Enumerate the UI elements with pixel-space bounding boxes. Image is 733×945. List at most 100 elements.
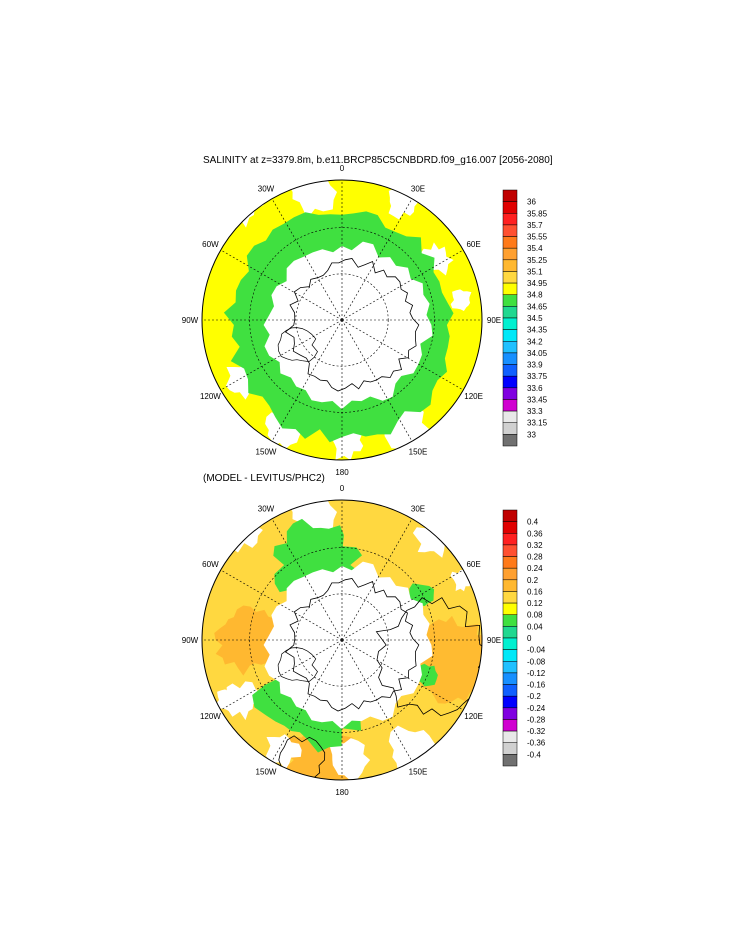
top-lon-label: 30E <box>411 184 425 193</box>
top-meridian <box>341 319 413 442</box>
bottom-colorbar-label: -0.12 <box>527 669 546 678</box>
top-colorbar-label: 36 <box>527 198 536 207</box>
bottom-lon-label: 120W <box>200 712 221 721</box>
top-colorbar-label: 34.95 <box>527 279 548 288</box>
top-colorbar-label: 33.15 <box>527 419 548 428</box>
bottom-missing-region <box>215 689 237 711</box>
bottom-meridian <box>341 639 413 762</box>
bottom-colorbar-label: 0.4 <box>527 518 539 527</box>
top-map-border <box>201 179 483 461</box>
bottom-colorbar-label: 0.2 <box>527 576 539 585</box>
bottom-lon-label: 120E <box>464 712 483 721</box>
top-continent-mask <box>263 241 433 410</box>
bottom-colorbar-label: -0.28 <box>527 716 546 725</box>
bottom-meridian <box>341 639 464 711</box>
top-colorbar-swatch <box>502 434 518 447</box>
bottom-colorbar-label: -0.32 <box>527 727 546 736</box>
bottom-anomaly-patch <box>214 605 281 676</box>
bottom-missing-region <box>265 734 302 770</box>
bottom-colorbar-swatch <box>502 754 518 767</box>
bottom-colorbar-label: -0.04 <box>527 646 546 655</box>
top-colorbar-label: 34.8 <box>527 291 543 300</box>
bottom-green-patch <box>409 583 435 607</box>
top-lon-label: 120W <box>200 392 221 401</box>
bottom-meridian <box>341 569 464 641</box>
top-colorbar-label: 33.75 <box>527 372 548 381</box>
bottom-colorbar-swatch <box>502 591 518 604</box>
top-antarctica-coast <box>284 258 420 392</box>
bottom-green-patch <box>415 663 438 687</box>
bottom-lon-label: 150E <box>409 768 428 777</box>
bottom-colorbar-label: -0.36 <box>527 739 546 748</box>
bottom-colorbar-label: 0.16 <box>527 588 543 597</box>
bottom-colorbar-swatch <box>502 509 518 522</box>
bottom-colorbar-label: 0 <box>527 634 532 643</box>
top-colorbar-label: 33.9 <box>527 361 543 370</box>
top-lon-label: 30W <box>258 184 275 193</box>
bottom-peninsula-coast <box>277 647 318 682</box>
bottom-colorbar-swatch <box>502 521 518 534</box>
bottom-colorbar-label: 0.32 <box>527 541 543 550</box>
bottom-meridian <box>271 639 343 762</box>
top-meridian <box>341 249 464 321</box>
bottom-colorbar-swatch <box>502 672 518 685</box>
top-meridian <box>220 249 343 321</box>
bottom-colorbar-swatch <box>502 661 518 674</box>
top-lon-label: 90E <box>487 316 501 325</box>
top-colorbar-label: 35.7 <box>527 221 543 230</box>
bottom-lon-label: 90E <box>487 636 501 645</box>
bottom-lon-label: 0 <box>340 484 345 493</box>
bottom-colorbar-label: -0.24 <box>527 704 546 713</box>
top-meridian <box>341 319 464 391</box>
bottom-colorbar-swatch <box>502 695 518 709</box>
bottom-colorbar-label: 0.36 <box>527 529 543 538</box>
top-colorbar-label: 33.45 <box>527 396 548 405</box>
bottom-lat-circle <box>295 593 389 687</box>
top-lon-label: 120E <box>464 392 483 401</box>
top-meridian <box>341 198 413 321</box>
top-meridian <box>271 319 343 442</box>
bottom-colorbar-swatch <box>502 649 518 662</box>
bottom-colorbar-swatch <box>502 614 518 627</box>
bottom-colorbar-swatch <box>502 637 518 650</box>
bottom-colorbar-label: -0.4 <box>527 750 541 759</box>
bottom-colorbar-label: 0.28 <box>527 553 543 562</box>
bottom-meridian <box>220 639 343 711</box>
bottom-lon-label: 60W <box>202 560 219 569</box>
bottom-colorbar-swatch <box>502 730 518 743</box>
top-colorbar-label: 33.6 <box>527 384 543 393</box>
bottom-meridian <box>271 518 343 641</box>
top-colorbar-label: 35.55 <box>527 233 548 242</box>
top-colorbar-label: 35.25 <box>527 256 548 265</box>
top-lon-label: 150E <box>409 448 428 457</box>
top-missing-region <box>450 289 472 311</box>
top-colorbar-label: 34.35 <box>527 326 548 335</box>
bottom-colorbar-label: 0.12 <box>527 599 543 608</box>
top-peninsula-coast <box>277 327 318 362</box>
top-colorbar-label: 35.4 <box>527 244 543 253</box>
top-lon-label: 150W <box>256 448 277 457</box>
bottom-lon-label: 180 <box>335 788 349 797</box>
top-colorbar-label: 33 <box>527 430 536 439</box>
bottom-lon-label: 30E <box>411 504 425 513</box>
bottom-colorbar-swatch <box>502 742 518 755</box>
top-meridian <box>220 319 343 391</box>
top-lon-label: 90W <box>182 316 199 325</box>
bottom-colorbar-swatch <box>502 533 518 546</box>
top-meridian <box>271 198 343 321</box>
bottom-antarctica-coast <box>284 578 420 712</box>
bottom-field <box>202 500 482 780</box>
top-lon-label: 60E <box>466 240 480 249</box>
top-colorbar-label: 34.65 <box>527 302 548 311</box>
bottom-missing-region <box>224 681 262 721</box>
bottom-colorbar-swatch <box>502 684 518 697</box>
top-colorbar-label: 35.1 <box>527 268 543 277</box>
bottom-meridian <box>220 569 343 641</box>
top-colorbar-label: 34.5 <box>527 314 543 323</box>
top-lon-label: 180 <box>335 468 349 477</box>
bottom-colorbar-label: 0.04 <box>527 622 543 631</box>
bottom-lon-label: 90W <box>182 636 199 645</box>
bottom-meridian <box>341 518 413 641</box>
top-colorbar-label: 35.85 <box>527 209 548 218</box>
